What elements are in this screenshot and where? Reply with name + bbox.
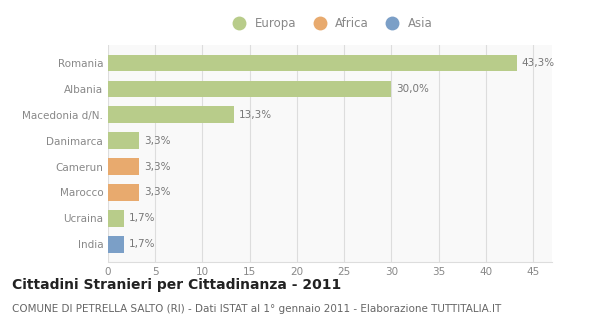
Text: Cittadini Stranieri per Cittadinanza - 2011: Cittadini Stranieri per Cittadinanza - 2… [12,278,341,292]
Bar [108,210,124,227]
Text: COMUNE DI PETRELLA SALTO (RI) - Dati ISTAT al 1° gennaio 2011 - Elaborazione TUT: COMUNE DI PETRELLA SALTO (RI) - Dati IST… [12,304,501,314]
Text: 43,3%: 43,3% [522,58,555,68]
Bar [108,132,139,149]
Text: 1,7%: 1,7% [129,239,155,249]
Bar [108,81,391,97]
Bar [108,184,139,201]
Bar [108,55,517,71]
Bar [108,107,233,123]
Bar [108,158,139,175]
Text: 13,3%: 13,3% [238,110,271,120]
Text: 3,3%: 3,3% [144,136,170,146]
Bar [108,236,124,252]
Text: 1,7%: 1,7% [129,213,155,223]
Legend: Europa, Africa, Asia: Europa, Africa, Asia [223,12,437,35]
Text: 30,0%: 30,0% [396,84,429,94]
Text: 3,3%: 3,3% [144,188,170,197]
Text: 3,3%: 3,3% [144,162,170,172]
